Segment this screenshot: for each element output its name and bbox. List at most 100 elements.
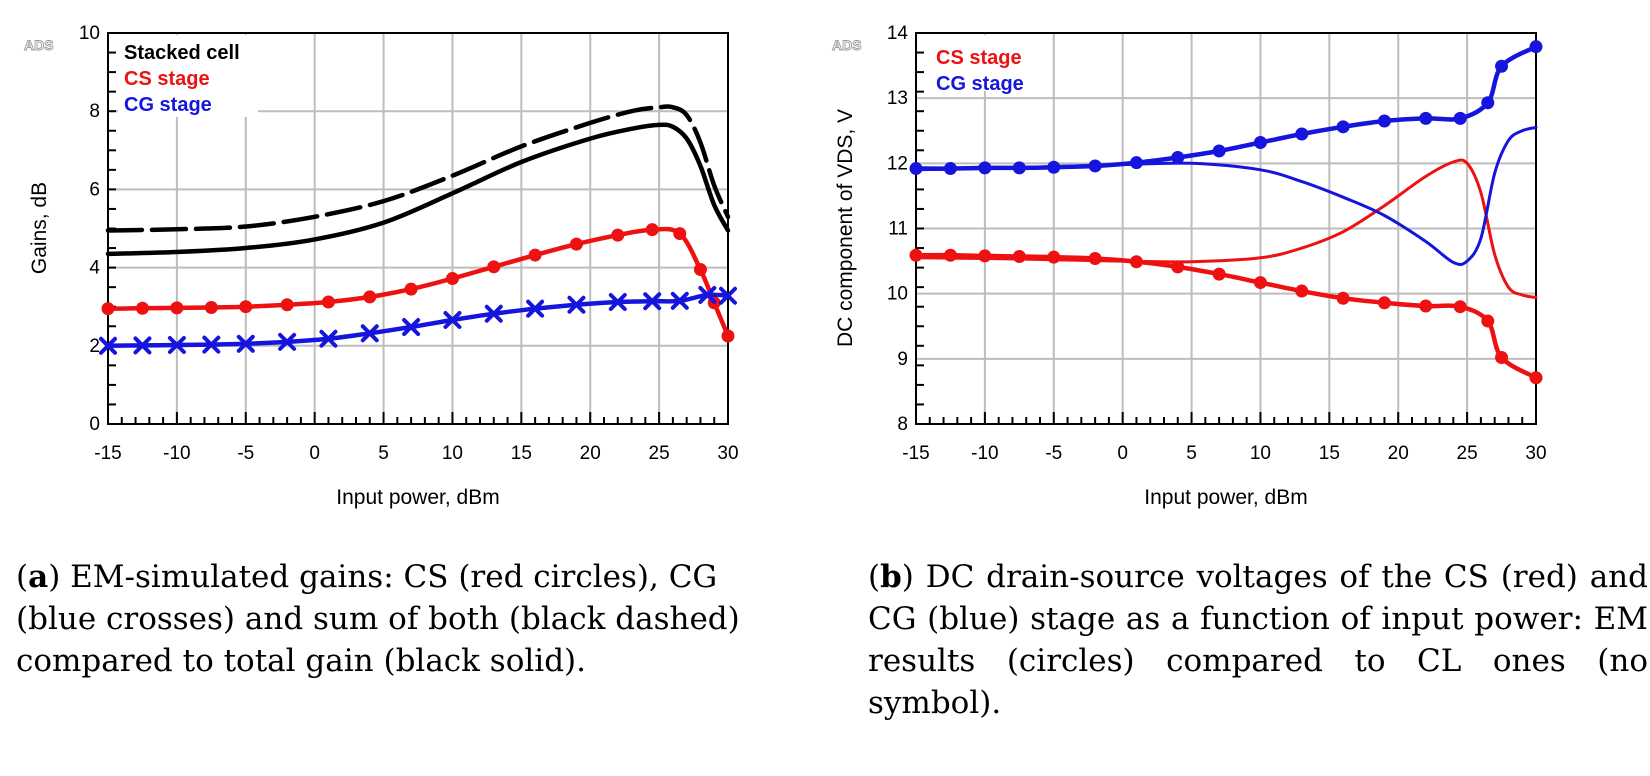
chart-b-vds: -15 -10 -5 0 5 10 15 20 25 30 8 9 10 11 12 13 14 Input po… (832, 23, 1547, 509)
chart-a-data-point (202, 335, 221, 354)
chart-a-series-3 (99, 285, 737, 355)
chart-a-x-tick-label: -15 (94, 443, 121, 464)
caption-a-letter: a (28, 559, 49, 595)
chart-b-x-tick-label: 30 (1525, 443, 1546, 464)
chart-a-x-tick-label: -5 (237, 443, 254, 464)
chart-b-data-point (1453, 300, 1467, 314)
chart-a-data-point (611, 228, 625, 242)
chart-b-x-tick-label: 15 (1319, 443, 1340, 464)
chart-a-y-tick-label: 8 (89, 101, 100, 122)
chart-a-y-tick-label: 4 (89, 258, 100, 279)
chart-a-data-point (280, 298, 294, 312)
chart-b-x-tick-label: 25 (1457, 443, 1478, 464)
chart-b-y-tick-label: 14 (887, 23, 909, 44)
chart-b-data-point (1336, 120, 1350, 134)
chart-a-data-point (99, 336, 117, 355)
chart-a-data-point (670, 291, 689, 310)
chart-a-data-point (608, 293, 627, 312)
chart-a-data-point (528, 248, 542, 262)
chart-a-data-point (569, 237, 583, 251)
chart-a-series-line (105, 104, 731, 233)
chart-b-data-point (1253, 276, 1267, 290)
chart-a-y-tick-label: 10 (79, 23, 100, 44)
chart-b-y-tick-label: 9 (897, 349, 908, 370)
caption-a-text: EM-simulated gains: CS (red circles), CG… (16, 559, 740, 679)
chart-a-x-tick-label: 20 (580, 443, 601, 464)
chart-b-data-point (1377, 296, 1391, 310)
chart-a-data-point (402, 318, 421, 337)
chart-a-data-point (167, 336, 186, 355)
chart-b-data-point (1419, 111, 1433, 125)
chart-a-x-tick-label: 5 (378, 443, 389, 464)
chart-a-data-point (236, 334, 255, 353)
chart-a-ads-watermark: ADS (24, 37, 54, 53)
chart-b-data-point (1495, 59, 1509, 73)
chart-a-y-tick-label: 6 (89, 179, 100, 200)
chart-b-data-point (1212, 267, 1226, 281)
chart-a-data-point (204, 300, 218, 314)
chart-b-legend-entry: CG stage (936, 73, 1024, 95)
chart-a-x-tick-label: 25 (649, 443, 670, 464)
chart-a-data-point (319, 329, 338, 348)
chart-a-data-point (363, 290, 377, 304)
chart-b-data-point (1377, 114, 1391, 128)
chart-b-x-tick-label: 5 (1186, 443, 1197, 464)
caption-b-letter: b (880, 559, 902, 595)
chart-b-series-0 (909, 248, 1543, 385)
chart-b-x-axis-label: Input power, dBm (1144, 486, 1307, 509)
chart-b-ads-watermark: ADS (832, 37, 862, 53)
chart-b-y-tick-label: 8 (897, 414, 908, 435)
chart-b-data-point (1419, 299, 1433, 313)
chart-b-data-point (1088, 251, 1102, 265)
chart-a-legend-entry: Stacked cell (124, 42, 240, 64)
caption-b-text: DC drain-source voltages of the CS (red)… (868, 559, 1648, 721)
chart-a-data-point (239, 300, 253, 314)
chart-b-x-tick-label: 20 (1388, 443, 1409, 464)
chart-b-data-point (1295, 127, 1309, 141)
chart-a-data-point (278, 332, 297, 351)
chart-b-data-point (1253, 135, 1267, 149)
chart-a-series-line (105, 122, 731, 257)
chart-a-data-point (135, 301, 149, 315)
chart-b-y-tick-label: 10 (887, 284, 908, 305)
chart-a-series-2 (101, 223, 735, 343)
chart-b-legend-background (930, 35, 1040, 91)
chart-a-y-axis-label: Gains, dB (28, 182, 51, 274)
chart-b-data-point (1295, 284, 1309, 298)
chart-a-data-point (101, 302, 115, 316)
chart-b-data-point (1529, 371, 1543, 385)
chart-a-data-point (484, 304, 503, 323)
chart-a-y-tick-label: 0 (89, 414, 100, 435)
chart-b-data-point (1336, 291, 1350, 305)
chart-b-x-tick-label: -15 (902, 443, 929, 464)
chart-a-data-point (645, 223, 659, 237)
chart-b-data-point (1129, 156, 1143, 170)
chart-a-data-point (360, 324, 379, 343)
chart-a-x-tick-label: -10 (163, 443, 190, 464)
chart-a-data-point (526, 299, 545, 318)
chart-b-y-tick-label: 12 (887, 153, 908, 174)
chart-a-legend-background (118, 35, 258, 117)
chart-a-x-tick-label: 30 (717, 443, 738, 464)
chart-b-data-point (1453, 111, 1467, 125)
chart-a-gains: -15 -10 -5 0 5 10 15 20 25 30 0 2 4 6 8 10 Input power, … (24, 23, 739, 509)
chart-a-data-point (445, 272, 459, 286)
chart-b-data-point (1481, 96, 1495, 110)
chart-b-data-point (1495, 351, 1509, 365)
chart-b-x-tick-label: -10 (971, 443, 998, 464)
chart-b-data-point (1171, 150, 1185, 164)
chart-b-data-point (1481, 314, 1495, 328)
chart-a-data-point (133, 336, 152, 355)
chart-a-x-tick-label: 10 (442, 443, 463, 464)
chart-b-data-point (1212, 144, 1226, 158)
chart-b-data-point (1012, 250, 1026, 264)
chart-b-legend-entry: CS stage (936, 47, 1022, 69)
chart-b-data-point (1171, 260, 1185, 274)
chart-a-data-point (673, 227, 687, 241)
chart-a-data-point (567, 295, 586, 314)
chart-b-x-tick-label: 10 (1250, 443, 1271, 464)
chart-b-data-point (909, 248, 923, 262)
chart-a-data-point (693, 263, 707, 277)
chart-a-x-tick-label: 0 (309, 443, 320, 464)
chart-a-legend-entry: CS stage (124, 68, 210, 90)
